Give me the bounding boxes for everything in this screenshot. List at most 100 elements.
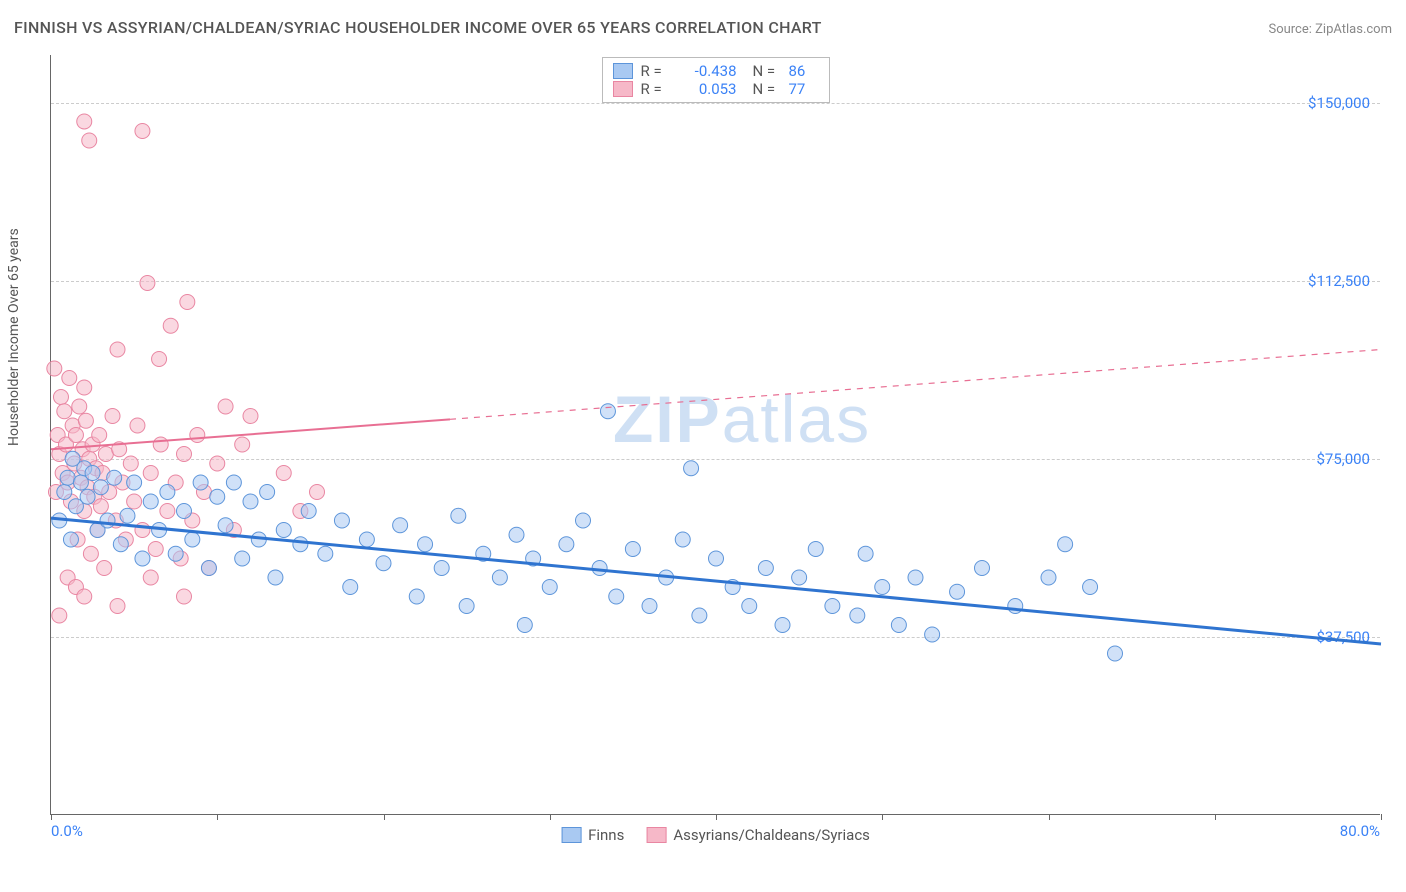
- data-point: [93, 499, 108, 514]
- data-point: [1108, 646, 1123, 661]
- chart-title: FINNISH VS ASSYRIAN/CHALDEAN/SYRIAC HOUS…: [14, 18, 822, 37]
- data-point: [235, 551, 250, 566]
- data-point: [293, 537, 308, 552]
- data-point: [850, 608, 865, 623]
- data-point: [600, 404, 615, 419]
- data-point: [78, 413, 93, 428]
- data-point: [517, 618, 532, 633]
- data-point: [792, 570, 807, 585]
- data-point: [140, 276, 155, 291]
- data-point: [310, 485, 325, 500]
- data-point: [509, 527, 524, 542]
- data-point: [127, 494, 142, 509]
- data-point: [120, 508, 135, 523]
- data-point: [52, 608, 67, 623]
- data-point: [68, 428, 83, 443]
- data-point: [343, 580, 358, 595]
- data-point: [113, 537, 128, 552]
- x-min-label: 0.0%: [51, 822, 83, 840]
- data-point: [92, 428, 107, 443]
- data-point: [160, 504, 175, 519]
- data-point: [98, 447, 113, 462]
- x-max-label: 80.0%: [1340, 822, 1380, 840]
- data-point: [72, 399, 87, 414]
- data-point: [148, 542, 163, 557]
- data-point: [576, 513, 591, 528]
- data-point: [77, 589, 92, 604]
- data-point: [758, 561, 773, 576]
- swatch-series-0: [613, 63, 633, 79]
- data-point: [168, 546, 183, 561]
- data-point: [542, 580, 557, 595]
- data-point: [82, 133, 97, 148]
- data-point: [93, 480, 108, 495]
- data-point: [235, 437, 250, 452]
- data-point: [268, 570, 283, 585]
- data-point: [63, 532, 78, 547]
- data-point: [190, 428, 205, 443]
- data-point: [709, 551, 724, 566]
- data-point: [177, 589, 192, 604]
- legend-label-1: Assyrians/Chaldeans/Syriacs: [673, 826, 870, 844]
- data-point: [1058, 537, 1073, 552]
- data-point: [130, 418, 145, 433]
- data-point: [123, 456, 138, 471]
- data-point: [875, 580, 890, 595]
- data-point: [243, 494, 258, 509]
- data-point: [85, 466, 100, 481]
- data-point: [77, 380, 92, 395]
- stats-legend: R = -0.438 N = 86 R = 0.053 N = 77: [602, 57, 830, 103]
- data-point: [642, 599, 657, 614]
- trend-line: [51, 518, 1381, 644]
- data-point: [260, 485, 275, 500]
- data-point: [160, 485, 175, 500]
- data-point: [143, 570, 158, 585]
- data-point: [193, 475, 208, 490]
- data-point: [409, 589, 424, 604]
- data-point: [742, 599, 757, 614]
- data-point: [135, 124, 150, 139]
- data-point: [57, 485, 72, 500]
- data-point: [226, 475, 241, 490]
- data-point: [459, 599, 474, 614]
- plot-area: ZIPatlas $37,500$75,000$112,500$150,000 …: [50, 55, 1380, 815]
- data-point: [153, 437, 168, 452]
- trend-line-dashed: [450, 350, 1381, 420]
- data-point: [975, 561, 990, 576]
- n-value-0: 86: [789, 62, 819, 80]
- data-point: [1083, 580, 1098, 595]
- data-point: [334, 513, 349, 528]
- swatch-series-1: [613, 81, 633, 97]
- data-point: [143, 466, 158, 481]
- series-legend: Finns Assyrians/Chaldeans/Syriacs: [561, 826, 870, 844]
- data-point: [858, 546, 873, 561]
- data-point: [47, 361, 62, 376]
- data-point: [684, 461, 699, 476]
- r-value-1: 0.053: [677, 80, 737, 98]
- data-point: [83, 546, 98, 561]
- data-point: [97, 561, 112, 576]
- data-point: [110, 599, 125, 614]
- scatter-plot: [51, 55, 1380, 814]
- data-point: [152, 352, 167, 367]
- data-point: [1041, 570, 1056, 585]
- legend-swatch-1: [646, 827, 666, 843]
- data-point: [177, 447, 192, 462]
- data-point: [105, 409, 120, 424]
- data-point: [625, 542, 640, 557]
- data-point: [60, 470, 75, 485]
- data-point: [276, 523, 291, 538]
- data-point: [57, 404, 72, 419]
- data-point: [210, 456, 225, 471]
- data-point: [110, 342, 125, 357]
- data-point: [825, 599, 840, 614]
- y-axis-label: Householder Income Over 65 years: [6, 228, 22, 446]
- r-value-0: -0.438: [677, 62, 737, 80]
- data-point: [908, 570, 923, 585]
- data-point: [77, 114, 92, 129]
- source-label: Source: ZipAtlas.com: [1268, 22, 1392, 37]
- data-point: [376, 556, 391, 571]
- data-point: [808, 542, 823, 557]
- data-point: [451, 508, 466, 523]
- data-point: [107, 470, 122, 485]
